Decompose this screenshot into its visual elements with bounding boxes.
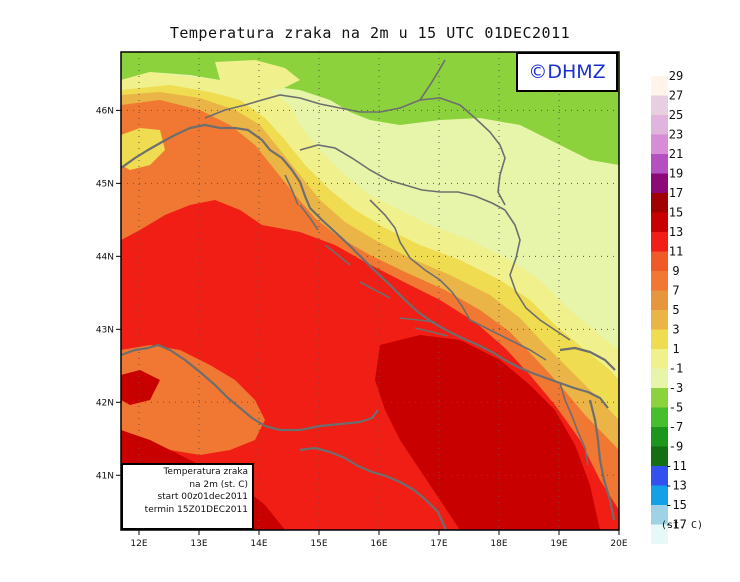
lon-label: 17E <box>430 539 447 549</box>
zone-orange-west <box>121 345 265 455</box>
legend-label: -11 <box>665 459 687 473</box>
legend-swatch <box>651 388 668 408</box>
legend-swatch <box>651 115 668 135</box>
colorbar-unit: (st. C) <box>661 520 703 531</box>
info-line-3: start 00z01dec2011 <box>157 492 248 502</box>
legend-label: 27 <box>669 89 683 103</box>
legend-swatch <box>651 154 668 174</box>
legend-label: 11 <box>669 245 683 259</box>
color-legend: 29 27 25 23 21 19 17 15 13 11 9 7 5 3 1 -1 -3 -5 -7 -9 -11 -1… <box>651 69 687 544</box>
legend-swatch <box>651 271 668 291</box>
lon-label: 12E <box>130 539 147 549</box>
lat-label: 44N <box>96 252 114 262</box>
legend-label: -9 <box>669 440 683 454</box>
legend-label: -15 <box>665 498 687 512</box>
latitude-labels: 46N 45N 44N 43N 42N 41N <box>96 106 114 481</box>
lat-label: 43N <box>96 325 114 335</box>
zone-dark-red-west <box>121 370 160 405</box>
legend-label: -17 <box>665 518 687 532</box>
temperature-field <box>121 52 619 530</box>
graticule <box>121 52 620 530</box>
info-line-2: na 2m (st. C) <box>189 479 248 490</box>
lon-label: 18E <box>490 539 507 549</box>
legend-swatch <box>651 290 668 310</box>
lat-label: 42N <box>96 398 114 408</box>
legend-swatch <box>651 427 668 447</box>
legend-label: -5 <box>669 401 683 415</box>
legend-swatch <box>651 485 668 505</box>
lon-label: 16E <box>370 539 387 549</box>
legend-label: 13 <box>669 225 683 239</box>
longitude-labels: 12E 13E 14E 15E 16E 17E 18E 19E 20E <box>130 539 627 549</box>
lon-label: 15E <box>310 539 327 549</box>
legend-label: -3 <box>669 381 683 395</box>
legend-label: 29 <box>669 69 683 83</box>
legend-label: 1 <box>672 342 679 356</box>
info-line-4: termin 15Z01DEC2011 <box>144 504 248 515</box>
lon-label: 13E <box>190 539 207 549</box>
legend-swatch <box>651 329 668 349</box>
zone-yellow-light-north <box>215 60 300 90</box>
legend-label: 25 <box>669 108 683 122</box>
dhmz-watermark: ©DHMZ <box>516 52 618 92</box>
zone-dark-red <box>375 335 600 530</box>
legend-swatch <box>651 232 668 252</box>
lat-label: 45N <box>96 179 114 189</box>
legend-swatch <box>651 466 668 486</box>
legend-swatch <box>651 95 668 115</box>
legend-swatch <box>651 407 668 427</box>
lat-label: 41N <box>96 471 114 481</box>
legend-swatch <box>651 446 668 466</box>
legend-swatch <box>651 524 668 544</box>
map-title: Temperatura zraka na 2m u 15 UTC 01DEC20… <box>169 24 571 42</box>
legend-label: 21 <box>669 147 683 161</box>
legend-label: 19 <box>669 167 683 181</box>
info-line-1: Temperatura zraka <box>163 467 248 477</box>
legend-swatch <box>651 212 668 232</box>
legend-label: -1 <box>669 362 683 376</box>
legend-label: 7 <box>672 284 679 298</box>
legend-swatch <box>651 505 668 525</box>
plot-frame <box>120 51 620 531</box>
axis-ticks <box>116 109 620 535</box>
legend-label: 5 <box>672 303 679 317</box>
legend-label: 3 <box>672 323 679 337</box>
lon-label: 19E <box>550 539 567 549</box>
legend-label: 15 <box>669 206 683 220</box>
lon-label: 14E <box>250 539 267 549</box>
legend-label: 9 <box>672 264 679 278</box>
legend-swatch <box>651 76 668 96</box>
legend-label: 23 <box>669 128 683 142</box>
lon-label: 20E <box>610 539 627 549</box>
legend-label: 17 <box>669 186 683 200</box>
islands <box>284 174 449 337</box>
legend-swatch <box>651 251 668 271</box>
legend-swatch <box>651 193 668 213</box>
legend-swatch <box>651 368 668 388</box>
legend-swatch <box>651 349 668 369</box>
legend-swatch <box>651 310 668 330</box>
legend-swatch <box>651 173 668 193</box>
lat-label: 46N <box>96 106 114 116</box>
borders <box>204 59 589 466</box>
info-box: Temperatura zraka na 2m (st. C) start 00… <box>121 463 254 530</box>
legend-label: -7 <box>669 420 683 434</box>
legend-label: -13 <box>665 479 687 493</box>
legend-swatch <box>651 134 668 154</box>
